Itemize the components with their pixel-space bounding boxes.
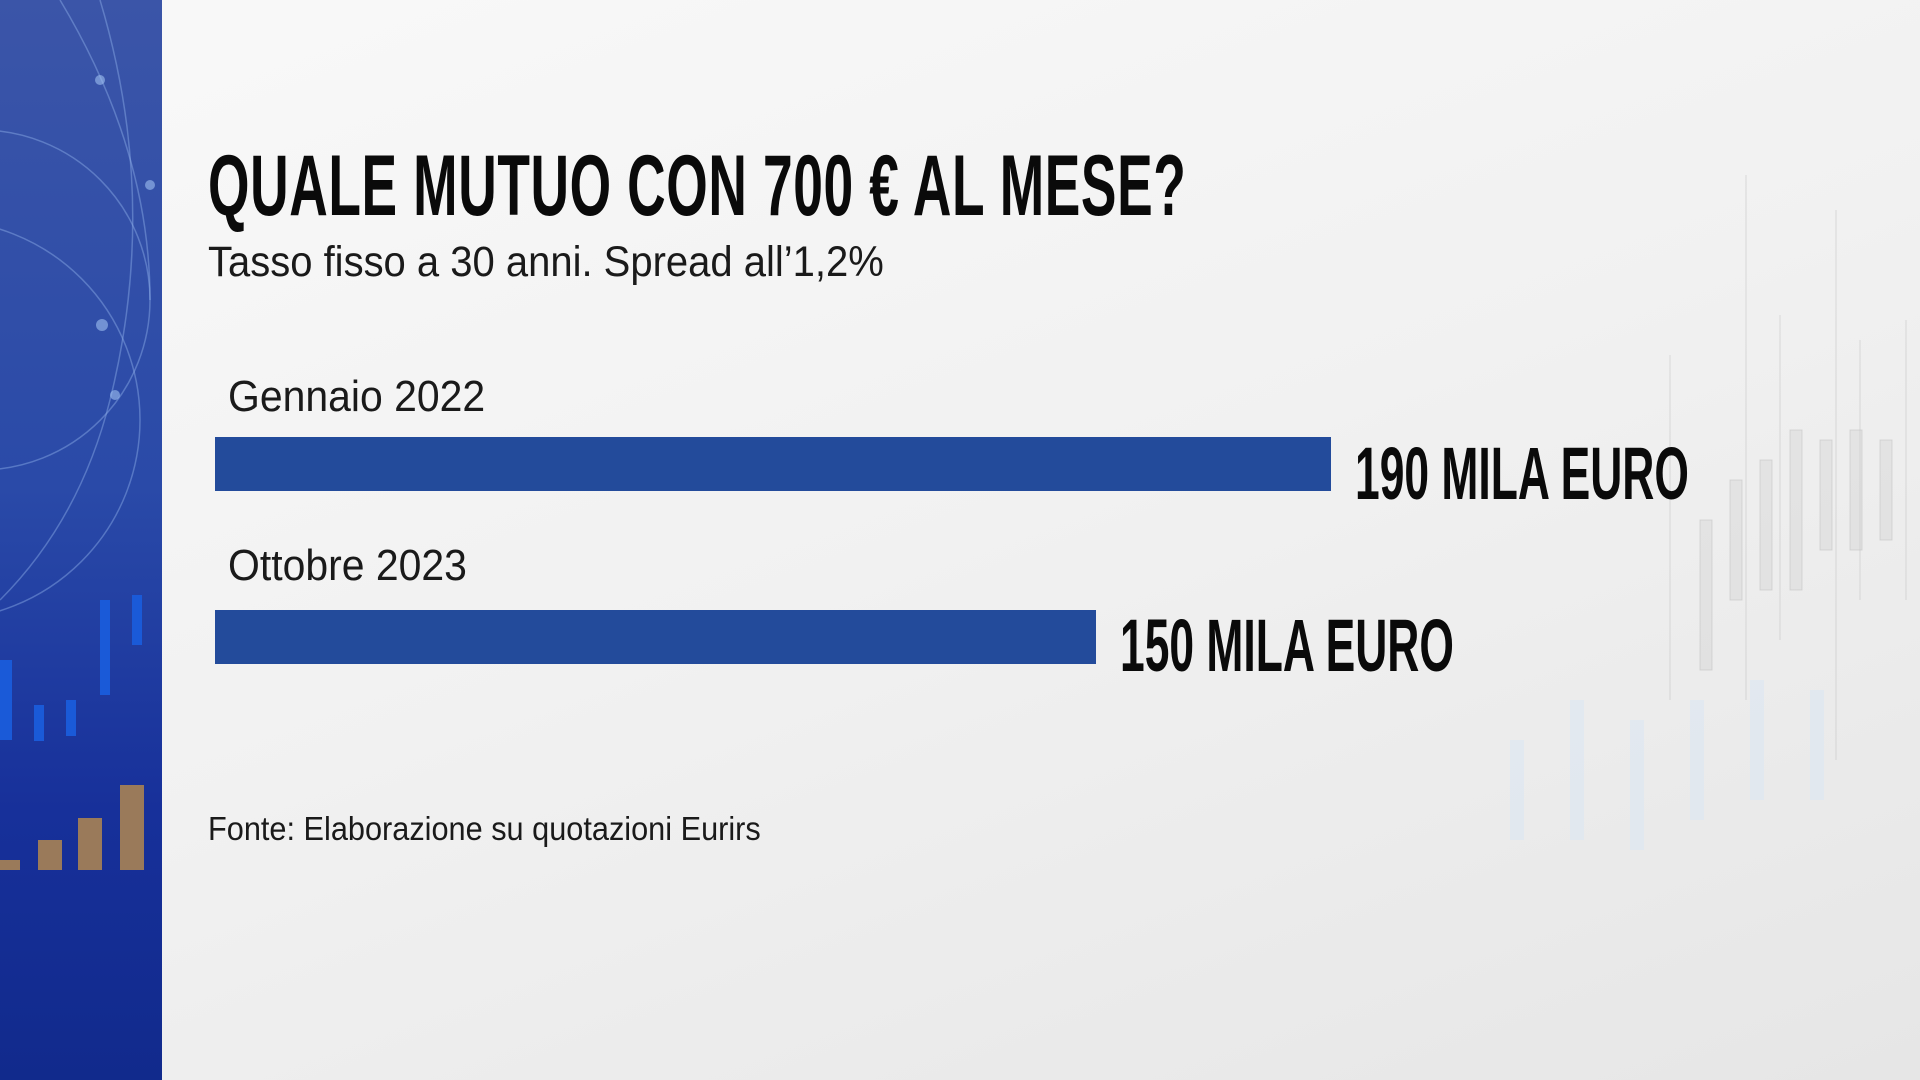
category-label-1: Ottobre 2023 [228, 541, 467, 590]
category-label-0: Gennaio 2022 [228, 372, 486, 421]
chart-subtitle: Tasso fisso a 30 anni. Spread all’1,2% [208, 238, 884, 286]
background-candlestick-decoration [1510, 175, 1907, 850]
bar-gennaio-2022 [215, 437, 1331, 491]
source-note: Fonte: Elaborazione su quotazioni Eurirs [208, 810, 761, 847]
side-panel-decoration [0, 0, 162, 1080]
candlestick-decoration [0, 595, 144, 870]
data-label-0: 190 MILA EURO [1355, 432, 1689, 515]
data-label-1: 150 MILA EURO [1120, 604, 1454, 687]
chart-title: QUALE MUTUO CON 700 € AL MESE? [208, 138, 1187, 234]
network-globe-icon [0, 0, 155, 870]
bar-ottobre-2023 [215, 610, 1097, 664]
